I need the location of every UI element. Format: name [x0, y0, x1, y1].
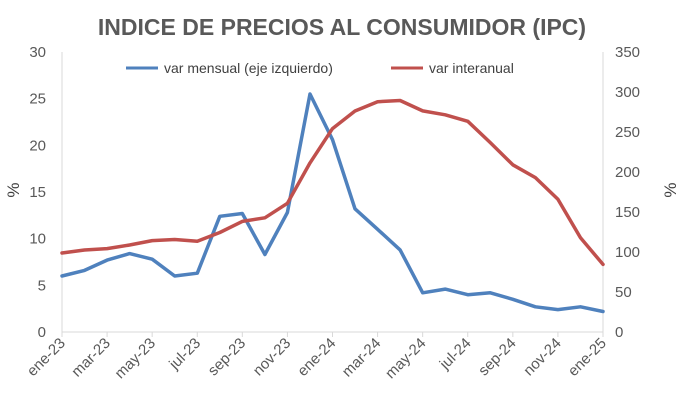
y-right-tick-label: 350: [615, 44, 640, 61]
x-tick-label: jul-24: [436, 335, 475, 374]
y-left-tick-label: 15: [29, 184, 46, 201]
x-tick-label: sep-23: [205, 335, 249, 379]
y-left-tick-label: 25: [29, 91, 46, 108]
y-right-tick-label: 200: [615, 164, 640, 181]
x-tick-label: may-24: [382, 335, 429, 382]
series-line-interanual: [60, 98, 605, 267]
y-right-tick-label: 300: [615, 84, 640, 101]
y-right-tick-label: 250: [615, 124, 640, 141]
y-left-tick-label: 10: [29, 231, 46, 248]
legend-label-interanual: var interanual: [429, 60, 514, 76]
series-layer: [60, 92, 605, 314]
y-axis-right-label: %: [661, 182, 680, 197]
y-left-tick-label: 0: [38, 324, 46, 341]
axes: [61, 52, 604, 333]
x-tick-label: ene-25: [565, 335, 610, 380]
x-tick-label: ene-23: [24, 335, 69, 380]
legend-label-mensual: var mensual (eje izquierdo): [164, 60, 333, 76]
y-left-tick-label: 5: [38, 277, 46, 294]
y-right-tick-label: 100: [615, 244, 640, 261]
y-axis-left-label: %: [4, 182, 23, 197]
y-right-tick-label: 0: [615, 324, 623, 341]
x-tick-label: ene-24: [294, 335, 339, 380]
x-tick-label: mar-23: [68, 335, 114, 381]
y-left-tick-label: 30: [29, 44, 46, 61]
x-tick-label: mar-24: [339, 335, 385, 381]
x-tick-label: sep-24: [475, 335, 519, 379]
legend: var mensual (eje izquierdo) var interanu…: [126, 60, 514, 76]
x-tick-label: jul-23: [165, 335, 204, 374]
x-tick-label: may-23: [112, 335, 159, 382]
series-line-mensual: [60, 92, 605, 314]
x-tick-label: nov-24: [520, 335, 564, 379]
y-axis-right-ticks: 0 50 100 150 200 250 300 350: [615, 44, 640, 341]
y-axis-left-ticks: 0 5 10 15 20 25 30: [29, 44, 46, 341]
y-left-tick-label: 20: [29, 137, 46, 154]
y-right-tick-label: 150: [615, 204, 640, 221]
chart-title: INDICE DE PRECIOS AL CONSUMIDOR (IPC): [98, 14, 586, 40]
y-right-tick-label: 50: [615, 284, 632, 301]
x-tick-label: nov-23: [250, 335, 294, 379]
